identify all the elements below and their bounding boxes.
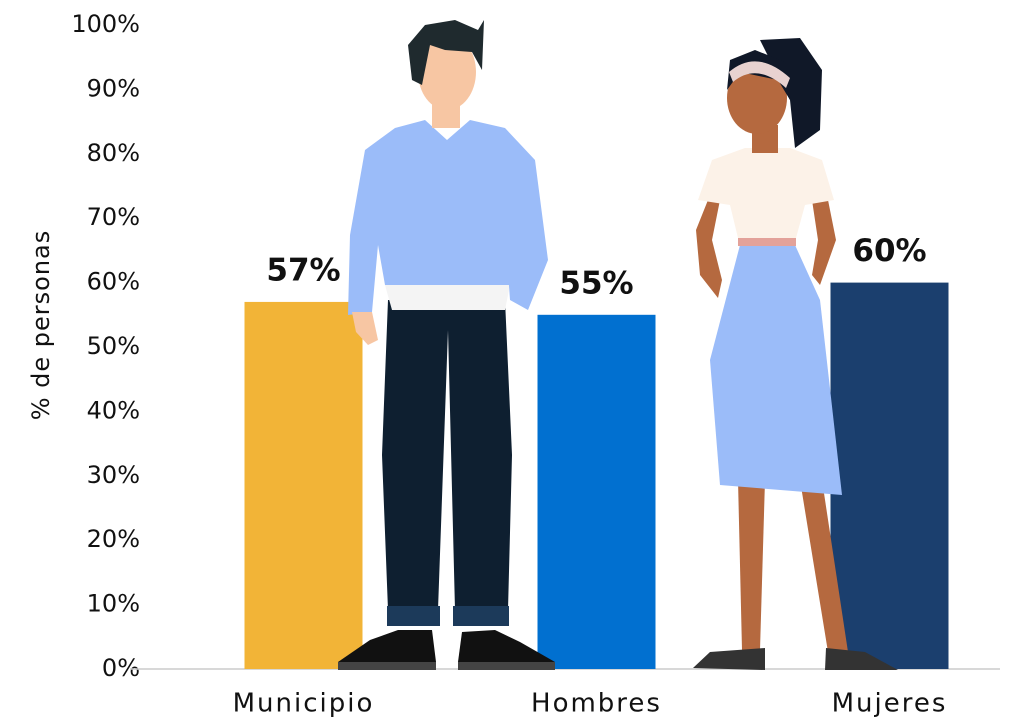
y-tick-label: 80%	[87, 139, 140, 167]
value-label: 55%	[559, 265, 633, 301]
plot: 0% 10% 20% 30% 40% 50% 60% 70% 80% 90% 100% Municip…	[71, 10, 1000, 719]
y-tick-label: 40%	[87, 396, 140, 424]
y-tick-label: 30%	[87, 461, 140, 489]
y-tick-label: 20%	[87, 525, 140, 553]
y-tick-label: 60%	[87, 268, 140, 296]
y-tick-label: 0%	[102, 654, 140, 682]
woman-illustration	[693, 38, 898, 670]
x-tick-label: Mujeres	[832, 689, 948, 719]
value-label: 60%	[852, 233, 926, 269]
bar	[244, 301, 363, 669]
bar	[537, 314, 656, 669]
y-axis-label: % de personas	[27, 230, 55, 421]
value-label: 57%	[266, 252, 340, 288]
y-tick-label: 90%	[87, 74, 140, 102]
x-tick-label: Hombres	[531, 689, 662, 719]
man-illustration	[338, 20, 555, 670]
y-tick-label: 10%	[87, 590, 140, 618]
bar	[830, 282, 949, 669]
y-tick-label: 100%	[71, 10, 140, 38]
y-tick-label: 70%	[87, 203, 140, 231]
x-tick-label: Municipio	[233, 689, 375, 719]
y-tick-label: 50%	[87, 332, 140, 360]
